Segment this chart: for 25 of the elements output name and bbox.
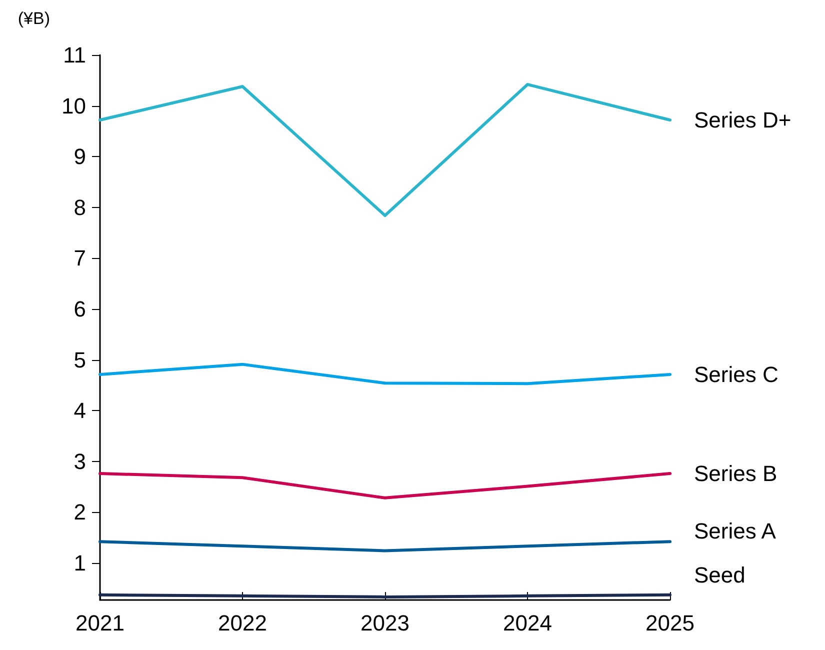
y-tick-label: 7 — [74, 246, 86, 271]
line-series — [98, 472, 672, 500]
series-label: Series A — [694, 518, 776, 544]
x-tick-label: 2025 — [646, 610, 694, 636]
y-tick-label: 8 — [74, 194, 86, 220]
series-label: Seed — [694, 562, 746, 588]
series-label: Series B — [694, 461, 778, 486]
y-tick-label: 9 — [74, 144, 86, 170]
y-axis-title: (¥B) — [18, 9, 50, 28]
x-tick-label: 2021 — [76, 610, 124, 636]
y-tick-label: 5 — [74, 347, 86, 372]
line-series — [98, 82, 672, 218]
series-label: Series D+ — [694, 108, 792, 133]
y-tick-label: 11 — [63, 42, 86, 68]
line-series — [98, 362, 672, 386]
y-tick-label: 4 — [74, 398, 86, 424]
x-tick-label: 2023 — [360, 610, 410, 636]
y-tick-label: 2 — [74, 500, 86, 525]
y-tick-label: 3 — [74, 448, 86, 474]
y-tick-label: 6 — [74, 296, 86, 322]
y-tick-label: 1 — [74, 550, 86, 576]
y-tick-label: 10 — [62, 93, 86, 118]
x-tick-label: 2022 — [218, 610, 267, 636]
series-label: Series C — [694, 362, 778, 387]
x-tick-label: 2024 — [503, 610, 552, 636]
